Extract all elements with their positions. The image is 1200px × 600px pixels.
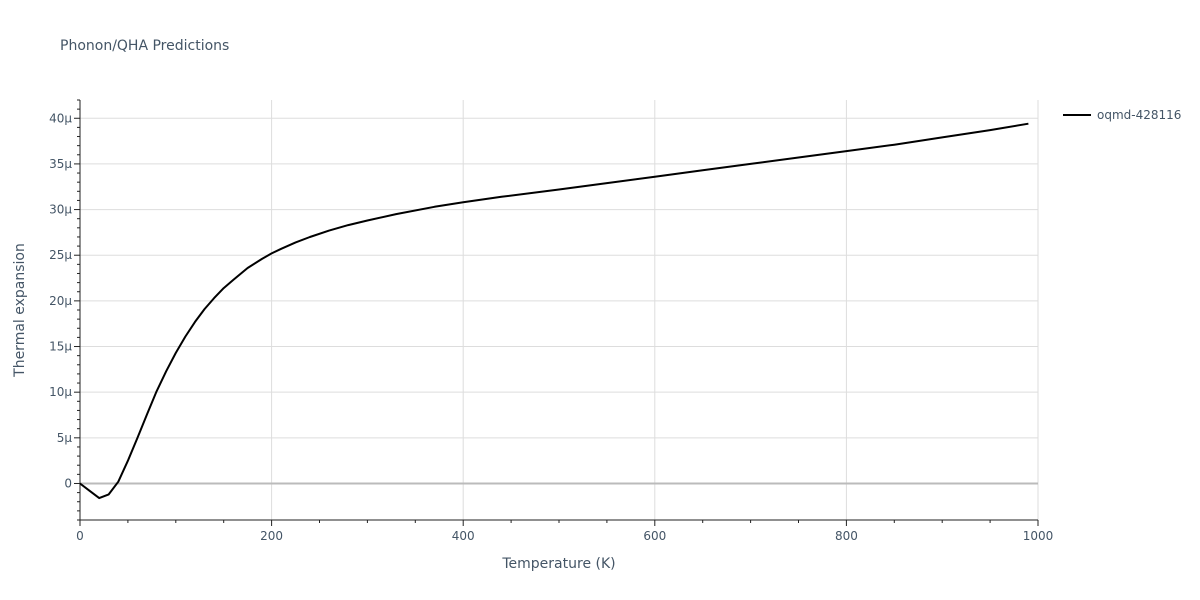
axes <box>79 100 1038 521</box>
y-tick-label: 30μ <box>49 203 72 217</box>
x-tick-label: 0 <box>76 529 84 543</box>
y-tick-label: 0 <box>64 476 72 490</box>
legend[interactable]: oqmd-428116 <box>1063 108 1181 122</box>
y-tick-label: 25μ <box>49 248 72 262</box>
x-tick-label: 400 <box>452 529 475 543</box>
x-tick-label: 200 <box>260 529 283 543</box>
y-tick-label: 5μ <box>57 431 73 445</box>
x-tick-label: 1000 <box>1023 529 1054 543</box>
y-tick-label: 40μ <box>49 111 72 125</box>
chart-title: Phonon/QHA Predictions <box>60 38 229 54</box>
x-tick-label: 600 <box>643 529 666 543</box>
y-tick-label: 35μ <box>49 157 72 171</box>
y-tick-label: 20μ <box>49 294 72 308</box>
y-axis-ticks: 0 5μ 10μ 15μ 20μ 25μ 30μ 35μ 40μ <box>49 99 80 521</box>
y-tick-label: 10μ <box>49 385 72 399</box>
x-tick-label: 800 <box>835 529 858 543</box>
series-layer <box>79 122 1029 500</box>
x-axis-title: Temperature (K) <box>501 556 615 572</box>
y-axis-title: Thermal expansion <box>12 243 28 378</box>
x-axis-ticks: 0 200 400 600 800 1000 <box>76 520 1053 543</box>
y-tick-label: 15μ <box>49 340 72 354</box>
grid <box>80 100 1039 520</box>
legend-label: oqmd-428116 <box>1097 108 1181 122</box>
series-line-0[interactable] <box>79 122 1029 500</box>
